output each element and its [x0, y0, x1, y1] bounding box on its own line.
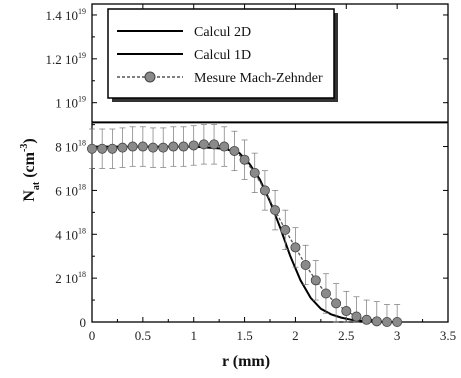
data-point: [87, 143, 98, 154]
data-point: [300, 259, 311, 270]
data-point: [117, 142, 128, 153]
data-point: [229, 145, 240, 156]
legend-marker-mesure: [144, 71, 156, 83]
data-point: [178, 141, 189, 152]
y-tick-label: 6 1018: [55, 182, 86, 198]
x-tick-label: 1.5: [236, 328, 252, 343]
legend: Calcul 2D Calcul 1D Mesure Mach-Zehnder: [107, 8, 338, 102]
data-point: [351, 311, 362, 322]
y-tick-label: 2 1018: [55, 270, 86, 286]
data-point: [310, 275, 321, 286]
data-point: [137, 141, 148, 152]
data-point: [259, 185, 270, 196]
x-axis-title: r (mm): [222, 353, 270, 370]
ylabel-unit: (cm: [21, 151, 38, 181]
legend-label-mesure: Mesure Mach-Zehnder: [194, 71, 323, 86]
ylabel-close: ): [21, 138, 38, 143]
data-point: [392, 316, 403, 327]
y-tick-label: 1 1019: [55, 95, 86, 111]
data-point: [158, 142, 169, 153]
data-point: [148, 142, 159, 153]
x-tick-label: 0.5: [135, 328, 151, 343]
data-point: [280, 224, 291, 235]
data-point: [331, 298, 342, 309]
data-point: [209, 139, 220, 150]
ylabel-unit-exp: -3: [19, 144, 30, 152]
data-point: [198, 139, 209, 150]
x-tick-label: 3: [394, 328, 401, 343]
data-point: [371, 316, 382, 327]
data-point: [341, 306, 352, 317]
data-point: [188, 140, 199, 151]
x-tick-label: 3.5: [440, 328, 456, 343]
x-tick-label: 2: [292, 328, 299, 343]
series-layer: [87, 121, 448, 327]
data-point: [107, 143, 118, 154]
data-point: [127, 141, 138, 152]
data-point: [249, 167, 260, 178]
data-point: [97, 143, 108, 154]
tick-layer: 0 0.5 1 1.5 2 2.5 3 3.5 0 2 1018 4 1018 6 1018 8 101…: [46, 4, 456, 343]
x-tick-label: 0: [89, 328, 96, 343]
ylabel-main: N: [21, 190, 38, 202]
data-point: [168, 141, 179, 152]
svg-text:Nat (cm-3): Nat (cm-3): [19, 138, 42, 201]
ylabel-sub: at: [31, 181, 42, 190]
data-point: [361, 314, 372, 325]
data-point: [270, 205, 281, 216]
y-axis-title: Nat (cm-3): [19, 138, 42, 201]
y-tick-label: 0: [80, 315, 87, 330]
data-point: [320, 288, 331, 299]
legend-label-calcul-2d: Calcul 2D: [194, 25, 251, 40]
data-point: [290, 242, 301, 253]
data-point: [219, 141, 230, 152]
legend-label-calcul-1d: Calcul 1D: [194, 48, 251, 63]
y-tick-label: 1.4 1019: [46, 7, 87, 23]
data-point: [381, 316, 392, 327]
y-tick-label: 1.2 1019: [46, 51, 87, 67]
y-tick-label: 4 1018: [55, 226, 86, 242]
x-tick-label: 2.5: [338, 328, 354, 343]
x-tick-label: 1: [190, 328, 197, 343]
y-tick-label: 8 1018: [55, 139, 86, 155]
data-point: [239, 154, 250, 165]
